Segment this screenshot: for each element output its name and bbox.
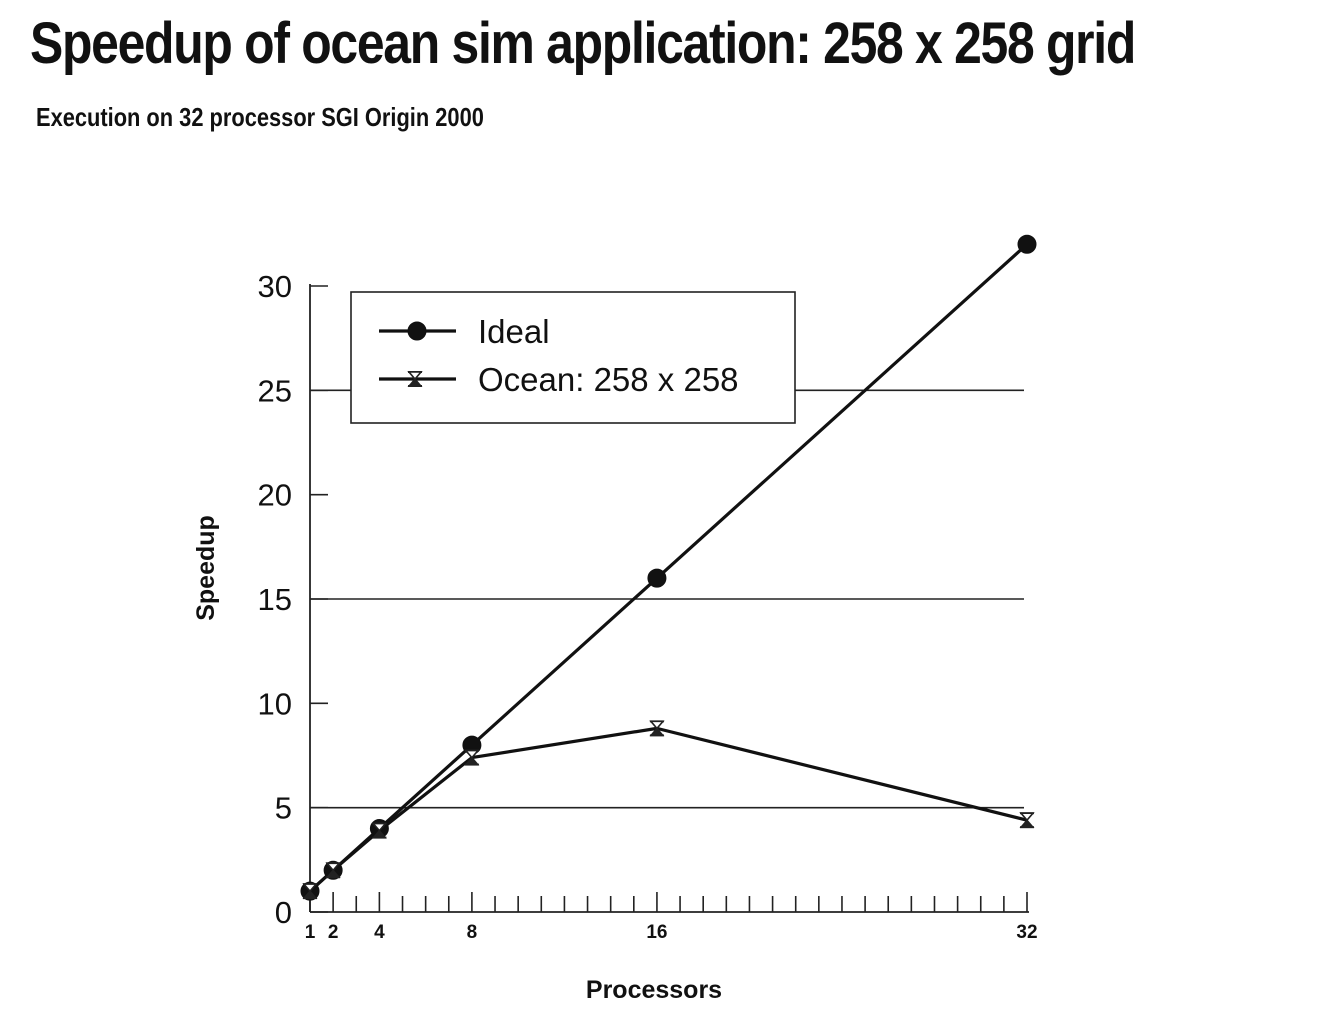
marker-part (407, 377, 423, 387)
x-tick-label: 1 (305, 922, 316, 943)
marker-part (325, 862, 341, 872)
data-point (464, 749, 480, 766)
y-tick-label: 15 (258, 582, 292, 617)
legend-entry: Ideal (379, 313, 550, 350)
marker-part (649, 720, 665, 730)
marker-part (464, 756, 480, 766)
slide-title: Speedup of ocean sim application: 258 x … (30, 11, 1136, 76)
marker-part (649, 727, 665, 737)
y-axis-title: Speedup (192, 515, 220, 621)
y-tick-label: 20 (258, 478, 292, 513)
y-tick-label: 25 (258, 373, 292, 408)
marker-part (302, 883, 318, 893)
x-tick-label: 32 (1016, 922, 1037, 943)
x-axis-title: Processors (586, 976, 722, 1004)
data-point (649, 720, 665, 737)
series-line (308, 726, 1028, 893)
y-tick-label: 30 (258, 269, 292, 304)
legend-entry: Ocean: 258 x 258 (379, 361, 739, 398)
marker-part (1019, 819, 1035, 828)
legend-label: Ocean: 258 x 258 (478, 361, 739, 398)
y-tick-label: 5 (275, 791, 292, 826)
x-tick-label: 8 (467, 922, 478, 943)
data-point (325, 862, 341, 879)
marker-part (371, 829, 387, 839)
slide-subtitle: Execution on 32 processor SGI Origin 200… (36, 102, 484, 132)
data-point (407, 371, 423, 387)
y-tick-label: 10 (258, 686, 292, 721)
data-point (407, 321, 427, 341)
marker-part (325, 869, 341, 878)
data-point (1019, 812, 1035, 829)
x-tick-label: 4 (374, 922, 385, 943)
marker-part (464, 749, 480, 759)
legend: Ideal Ocean: 258 x 258 (350, 291, 796, 424)
data-point (647, 568, 667, 588)
marker-part (302, 890, 318, 899)
series-ocean (302, 720, 1035, 900)
legend-box (350, 291, 796, 424)
marker-part (407, 371, 423, 381)
legend-label: Ideal (478, 313, 550, 350)
data-point (302, 883, 318, 900)
data-point (371, 822, 388, 839)
marker-part (371, 822, 388, 832)
x-tick-label: 2 (328, 922, 339, 943)
marker-part (1019, 812, 1035, 822)
data-point (1017, 234, 1037, 254)
y-tick-label: 0 (275, 895, 292, 930)
x-tick-label: 16 (646, 922, 667, 943)
